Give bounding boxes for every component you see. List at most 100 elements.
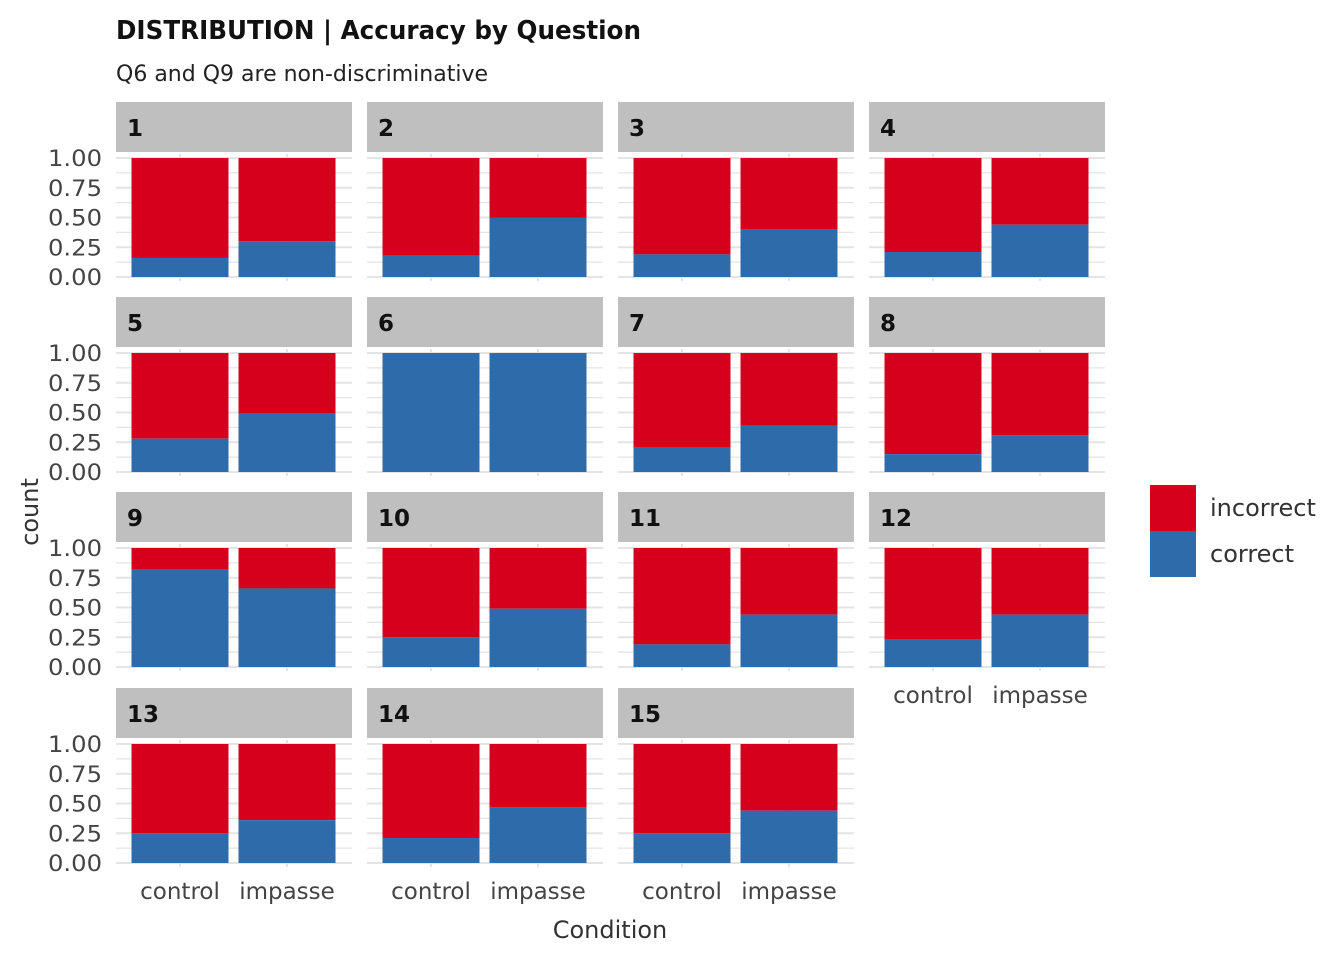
- facet-panel-14: 14 control impasse: [367, 688, 603, 905]
- x-tick-label: control: [140, 879, 220, 905]
- facet-panel-1: 1 0.00 0.25 0.50 0.75 1.00: [48, 102, 352, 291]
- bar-correct-impasse: [740, 229, 838, 277]
- facet-panel-2: 2: [367, 102, 603, 281]
- bar-incorrect-control: [131, 548, 229, 570]
- bar-incorrect-impasse: [991, 353, 1089, 436]
- y-tick-label: 0.25: [48, 236, 102, 261]
- bar-correct-control: [633, 254, 731, 277]
- facet-label: 9: [127, 506, 143, 532]
- bar-correct-impasse: [991, 614, 1089, 667]
- y-tick-label: 1.00: [48, 537, 102, 562]
- facet-strip: [869, 297, 1105, 347]
- facet-panel-15: 15 control impasse: [618, 688, 854, 905]
- bar-incorrect-control: [633, 353, 731, 448]
- facet-label: 12: [880, 506, 912, 532]
- legend-label-incorrect: incorrect: [1210, 494, 1316, 522]
- facet-label: 5: [127, 311, 143, 337]
- bar-correct-control: [382, 353, 480, 472]
- facet-panel-7: 7: [618, 297, 854, 476]
- facet-label: 14: [378, 702, 410, 728]
- bar-incorrect-control: [884, 548, 982, 640]
- bar-correct-control: [382, 637, 480, 667]
- x-tick-label: impasse: [239, 879, 335, 905]
- bar-correct-control: [633, 644, 731, 667]
- facet-panel-3: 3: [618, 102, 854, 281]
- bar-incorrect-impasse: [238, 353, 336, 414]
- facet-strip: [618, 492, 854, 542]
- bar-correct-control: [884, 454, 982, 472]
- chart-subtitle: Q6 and Q9 are non-discriminative: [116, 62, 488, 87]
- facet-strip: [367, 492, 603, 542]
- bar-correct-impasse: [489, 353, 587, 472]
- x-tick-label: impasse: [741, 879, 837, 905]
- bar-incorrect-impasse: [740, 158, 838, 230]
- bar-incorrect-impasse: [489, 158, 587, 218]
- facet-strip: [618, 297, 854, 347]
- facet-panel-5: 5 0.00 0.25 0.50 0.75 1.00: [48, 297, 352, 486]
- chart-title: DISTRIBUTION | Accuracy by Question: [116, 16, 641, 46]
- y-tick-label: 0.50: [48, 207, 102, 232]
- facet-strip: [367, 297, 603, 347]
- bar-incorrect-control: [131, 744, 229, 834]
- legend-key-incorrect: [1150, 485, 1196, 531]
- y-tick-label: 0.75: [48, 567, 102, 592]
- bar-correct-control: [633, 447, 731, 472]
- facet-label: 2: [378, 116, 394, 142]
- bar-incorrect-control: [633, 548, 731, 645]
- bar-correct-impasse: [238, 413, 336, 472]
- facet-strip: [116, 297, 352, 347]
- bar-incorrect-impasse: [489, 548, 587, 609]
- facet-label: 3: [629, 116, 645, 142]
- facet-strip: [116, 102, 352, 152]
- y-tick-label: 0.75: [48, 372, 102, 397]
- bar-correct-impasse: [238, 820, 336, 863]
- facet-panel-10: 10: [367, 492, 603, 671]
- facet-panel-11: 11: [618, 492, 854, 671]
- facet-label: 8: [880, 311, 896, 337]
- facet-panel-6: 6: [367, 297, 603, 476]
- bar-incorrect-control: [884, 158, 982, 253]
- y-tick-label: 1.00: [48, 733, 102, 758]
- bar-correct-impasse: [740, 810, 838, 863]
- facet-label: 7: [629, 311, 645, 337]
- y-axis-label: count: [16, 478, 44, 546]
- bar-incorrect-impasse: [740, 548, 838, 615]
- facet-strip: [116, 492, 352, 542]
- legend-key-correct: [1150, 531, 1196, 577]
- bar-incorrect-control: [633, 158, 731, 255]
- bar-correct-impasse: [238, 588, 336, 667]
- bar-correct-impasse: [489, 807, 587, 863]
- y-tick-label: 0.00: [48, 266, 102, 291]
- x-tick-label: impasse: [490, 879, 586, 905]
- facet-strip: [618, 102, 854, 152]
- y-tick-label: 1.00: [48, 342, 102, 367]
- bar-correct-control: [382, 838, 480, 863]
- facet-label: 4: [880, 116, 896, 142]
- bar-incorrect-control: [131, 353, 229, 439]
- facet-label: 10: [378, 506, 410, 532]
- bar-incorrect-impasse: [238, 158, 336, 242]
- x-tick-label: control: [642, 879, 722, 905]
- facet-strip: [869, 102, 1105, 152]
- y-tick-label: 1.00: [48, 147, 102, 172]
- bar-incorrect-control: [884, 353, 982, 455]
- x-tick-label: impasse: [992, 683, 1088, 709]
- y-tick-label: 0.25: [48, 626, 102, 651]
- bar-correct-control: [382, 255, 480, 277]
- facet-strip: [618, 688, 854, 738]
- y-tick-label: 0.75: [48, 177, 102, 202]
- y-tick-label: 0.25: [48, 431, 102, 456]
- facet-label: 13: [127, 702, 159, 728]
- bar-correct-impasse: [991, 224, 1089, 277]
- bar-incorrect-impasse: [991, 548, 1089, 615]
- facet-panels: 1 0.00 0.25 0.50 0.75 1.00 2 3 4 5 0.00 0.25 0.50 0.7…: [48, 102, 1105, 905]
- bar-correct-impasse: [740, 614, 838, 667]
- bar-correct-control: [131, 569, 229, 667]
- bar-incorrect-impasse: [740, 353, 838, 426]
- bar-correct-control: [633, 833, 731, 863]
- y-tick-label: 0.50: [48, 793, 102, 818]
- x-axis-label: Condition: [553, 916, 668, 944]
- facet-label: 1: [127, 116, 143, 142]
- bar-correct-impasse: [489, 217, 587, 277]
- bar-incorrect-control: [382, 158, 480, 256]
